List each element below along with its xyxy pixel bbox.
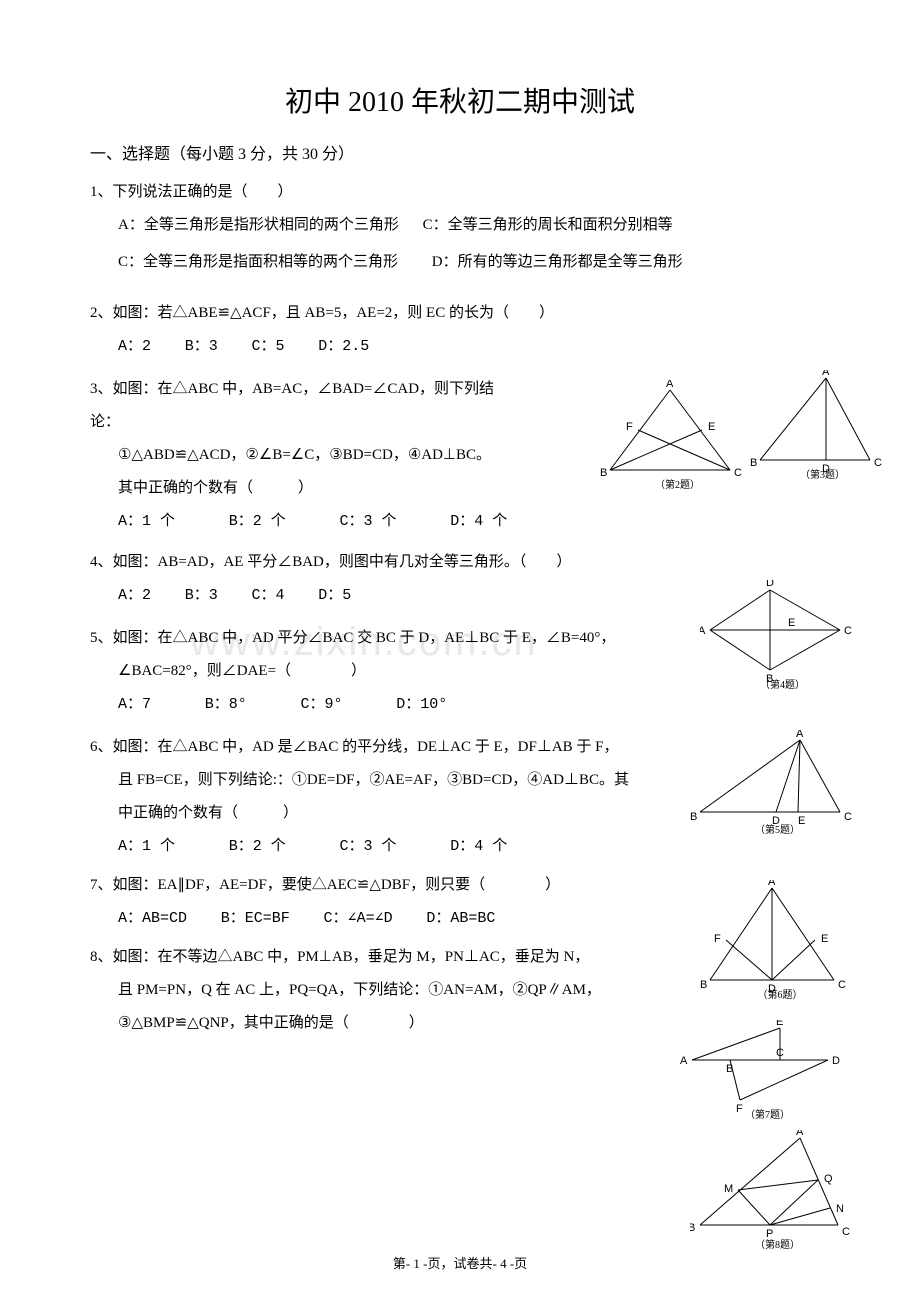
svg-text:M: M bbox=[724, 1183, 733, 1195]
question-2: 2、如图：若△ABE≌△ACF，且 AB=5，AE=2，则 EC 的长为（ ） … bbox=[90, 297, 830, 363]
q1-optC1: C：全等三角形的周长和面积分别相等 bbox=[423, 217, 673, 233]
svg-text:Q: Q bbox=[824, 1173, 833, 1185]
svg-text:C: C bbox=[844, 625, 852, 637]
svg-text:（第6题）: （第6题） bbox=[758, 988, 803, 1000]
q8-stem-p1: 8、如图：在不等边△ABC 中，PM⊥AB，垂足为 M，PN⊥AC，垂足为 N， bbox=[90, 941, 630, 974]
svg-text:F: F bbox=[736, 1103, 743, 1115]
q2-optC: C：5 bbox=[252, 330, 285, 363]
svg-text:E: E bbox=[776, 1020, 783, 1028]
svg-text:A: A bbox=[700, 625, 706, 637]
q5-optA: A：7 bbox=[118, 688, 151, 721]
q7-optA: A：AB=CD bbox=[118, 902, 187, 935]
q3-diagram: ABCD（第3题） bbox=[750, 370, 890, 485]
q3-stem-p2: 论： bbox=[90, 406, 630, 439]
q7-stem: 7、如图：EA∥DF，AE=DF，要使△AEC≌△DBF，则只要（ ） bbox=[90, 869, 630, 902]
svg-text:E: E bbox=[708, 421, 715, 433]
q2-optB: B：3 bbox=[185, 330, 218, 363]
q6-optD: D：4 个 bbox=[450, 830, 507, 863]
q4-optC: C：4 bbox=[252, 579, 285, 612]
svg-text:N: N bbox=[836, 1203, 844, 1215]
q2-optA: A：2 bbox=[118, 330, 151, 363]
svg-text:B: B bbox=[600, 467, 607, 479]
page-footer: 第- 1 -页，试卷共- 4 -页 bbox=[0, 1253, 920, 1272]
svg-text:D: D bbox=[832, 1055, 840, 1067]
q3-line1: ①△ABD≌△ACD，②∠B=∠C，③BD=CD，④AD⊥BC。 bbox=[90, 439, 630, 472]
svg-text:A: A bbox=[680, 1055, 688, 1067]
q7-optC: C：∠A=∠D bbox=[324, 902, 393, 935]
svg-text:C: C bbox=[734, 467, 742, 479]
q4-diagram: ABCDE（第4题） bbox=[700, 580, 860, 695]
q6-stem-p1: 6、如图：在△ABC 中，AD 是∠BAC 的平分线，DE⊥AC 于 E，DF⊥… bbox=[90, 731, 630, 764]
svg-text:A: A bbox=[666, 380, 674, 390]
svg-text:P: P bbox=[766, 1228, 773, 1240]
q8-stem-p2: 且 PM=PN，Q 在 AC 上，PQ=QA，下列结论：①AN=AM，②QP∥A… bbox=[90, 974, 630, 1007]
q6-optA: A：1 个 bbox=[118, 830, 175, 863]
svg-text:B: B bbox=[750, 457, 757, 469]
q6-diagram: ABCDEF（第6题） bbox=[700, 880, 855, 1005]
q1-optC2: C：全等三角形是指面积相等的两个三角形 bbox=[118, 254, 398, 270]
q2-stem: 2、如图：若△ABE≌△ACF，且 AB=5，AE=2，则 EC 的长为（ ） bbox=[90, 297, 630, 330]
svg-text:D: D bbox=[766, 580, 774, 589]
q3-optA: A：1 个 bbox=[118, 505, 175, 538]
svg-text:A: A bbox=[796, 1130, 804, 1138]
svg-text:（第2题）: （第2题） bbox=[655, 478, 700, 490]
question-1: 1、下列说法正确的是（ ） A：全等三角形是指形状相同的两个三角形 C：全等三角… bbox=[90, 176, 830, 279]
q2-diagram: A B C F E （第2题） bbox=[600, 380, 750, 495]
q3-stem-p1: 3、如图：在△ABC 中，AB=AC，∠BAD=∠CAD，则下列结 bbox=[90, 373, 630, 406]
svg-text:（第8题）: （第8题） bbox=[755, 1238, 800, 1250]
q5-stem-p2: ∠BAC=82°，则∠DAE=（ ） bbox=[90, 655, 630, 688]
q5-optC: C：9° bbox=[301, 688, 343, 721]
svg-text:（第7题）: （第7题） bbox=[745, 1108, 790, 1120]
q6-optB: B：2 个 bbox=[229, 830, 286, 863]
q3-optB: B：2 个 bbox=[229, 505, 286, 538]
q1-optA: A：全等三角形是指形状相同的两个三角形 bbox=[118, 217, 399, 233]
q7-optD: D：AB=BC bbox=[426, 902, 495, 935]
page-title: 初中 2010 年秋初二期中测试 bbox=[90, 80, 830, 120]
q4-stem: 4、如图：AB=AD，AE 平分∠BAD，则图中有几对全等三角形。（ ） bbox=[90, 546, 630, 579]
svg-text:C: C bbox=[844, 811, 852, 823]
q5-diagram: ABCDE（第5题） bbox=[690, 730, 860, 840]
q6-optC: C：3 个 bbox=[340, 830, 397, 863]
svg-text:B: B bbox=[690, 1222, 695, 1234]
svg-text:C: C bbox=[838, 979, 846, 991]
q6-stem-p2: 且 FB=CE，则下列结论:：①DE=DF，②AE=AF，③BD=CD，④AD⊥… bbox=[90, 764, 630, 797]
q1-stem: 1、下列说法正确的是（ ） bbox=[90, 176, 830, 209]
svg-text:F: F bbox=[714, 933, 721, 945]
q3-optD: D：4 个 bbox=[450, 505, 507, 538]
q5-optB: B：8° bbox=[205, 688, 247, 721]
svg-text:C: C bbox=[776, 1047, 784, 1059]
q8-diagram: A B C M Q N P（第8题） bbox=[690, 1130, 860, 1255]
q4-optD: D：5 bbox=[318, 579, 351, 612]
q4-optA: A：2 bbox=[118, 579, 151, 612]
q7-optB: B：EC=BF bbox=[221, 902, 290, 935]
svg-text:C: C bbox=[842, 1226, 850, 1238]
svg-text:C: C bbox=[874, 457, 882, 469]
q4-optB: B：3 bbox=[185, 579, 218, 612]
svg-text:B: B bbox=[690, 811, 697, 823]
q5-optD: D：10° bbox=[396, 688, 447, 721]
svg-text:A: A bbox=[796, 730, 804, 740]
svg-text:（第4题）: （第4题） bbox=[760, 678, 805, 690]
q3-line2: 其中正确的个数有（ ） bbox=[90, 472, 630, 505]
svg-text:E: E bbox=[821, 933, 828, 945]
svg-text:A: A bbox=[822, 370, 830, 378]
svg-text:B: B bbox=[726, 1063, 733, 1075]
svg-text:（第3题）: （第3题） bbox=[800, 468, 845, 480]
q7-diagram: E A B C D F（第7题） bbox=[680, 1020, 850, 1125]
svg-text:F: F bbox=[626, 421, 633, 433]
q6-stem-p3: 中正确的个数有（ ） bbox=[90, 797, 630, 830]
q8-stem-p3: ③△BMP≌△QNP，其中正确的是（ ） bbox=[90, 1007, 630, 1040]
svg-text:E: E bbox=[788, 617, 795, 629]
q3-optC: C：3 个 bbox=[340, 505, 397, 538]
q5-stem-p1: 5、如图：在△ABC 中，AD 平分∠BAC 交 BC 于 D，AE⊥BC 于 … bbox=[90, 622, 630, 655]
svg-text:B: B bbox=[700, 979, 707, 991]
svg-text:（第5题）: （第5题） bbox=[755, 823, 800, 835]
q1-optD: D：所有的等边三角形都是全等三角形 bbox=[432, 254, 683, 270]
q2-optD: D：2.5 bbox=[318, 330, 369, 363]
section-header: 一、选择题（每小题 3 分，共 30 分） bbox=[90, 140, 830, 164]
svg-text:A: A bbox=[768, 880, 776, 888]
